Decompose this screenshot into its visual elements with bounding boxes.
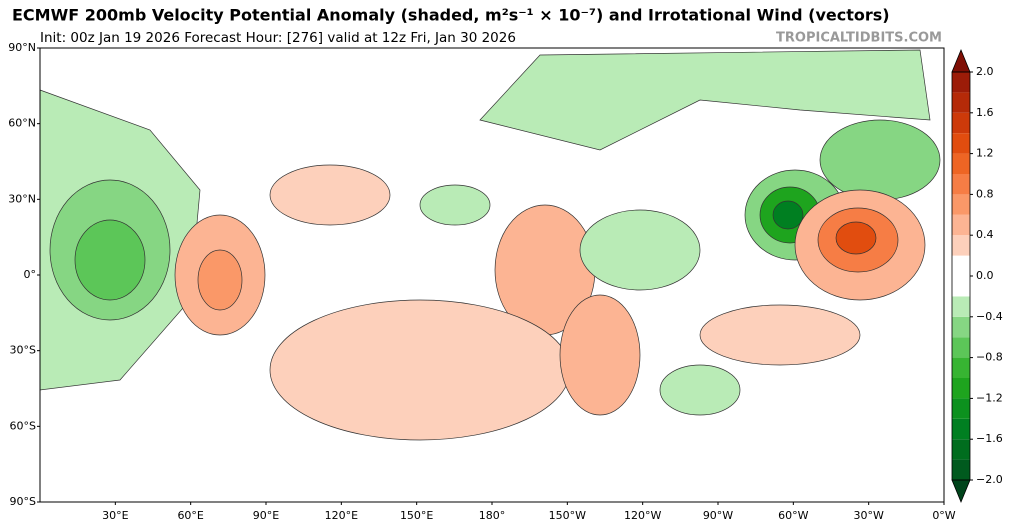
- axes: 90°N 60°N 30°N 0° 30°S 60°S 90°S 30°E 60°E 90°E 12…: [8, 41, 956, 522]
- lon-label: 90°E: [253, 509, 279, 522]
- colorbar-bin: [952, 337, 970, 358]
- colorbar-bin: [952, 92, 970, 113]
- colorbar-bin: [952, 112, 970, 134]
- lat-label: 90°S: [10, 495, 36, 508]
- lat-label: 30°N: [8, 192, 36, 205]
- colorbar-tick-label: −1.2: [976, 391, 1003, 404]
- lon-label: 150°E: [400, 509, 433, 522]
- lat-label: 0°: [24, 268, 37, 281]
- colorbar-extend-low: [951, 479, 971, 504]
- lat-label: 90°N: [8, 41, 36, 54]
- colorbar-bin: [952, 214, 970, 236]
- lon-label: 120°W: [624, 509, 661, 522]
- colorbar-bin: [952, 133, 970, 154]
- lat-label: 60°N: [8, 117, 36, 130]
- colorbar-bin: [952, 153, 970, 174]
- colorbar-bin: [952, 439, 970, 460]
- colorbar-bin: [952, 194, 970, 215]
- colorbar-tick-label: 1.2: [976, 147, 994, 160]
- colorbar-tick-label: 1.6: [976, 106, 994, 119]
- colorbar-bin: [952, 174, 970, 195]
- colorbar-bin: [952, 459, 970, 480]
- lon-label: 30°W: [853, 509, 883, 522]
- colorbar-tick-label: −2.0: [976, 473, 1003, 486]
- credit: TROPICALTIDBITS.COM: [776, 31, 942, 46]
- colorbar-bin: [952, 276, 970, 297]
- colorbar-tick-label: −0.4: [976, 310, 1003, 323]
- lon-label: 150°W: [549, 509, 586, 522]
- colorbar-tick-label: 0.8: [976, 187, 994, 200]
- colorbar-bin: [952, 398, 970, 419]
- anomaly-shading: [39, 49, 941, 441]
- colorbar-bin: [952, 72, 970, 93]
- colorbar-bin: [952, 255, 970, 276]
- colorbar-bin: [952, 235, 970, 256]
- colorbar-bin: [952, 316, 970, 338]
- lat-label: 60°S: [10, 419, 36, 432]
- colorbar: 2.0 1.6 1.2 0.8 0.4 0.0 −0.4 −0.8 −1.2 −1.6 −2.0: [951, 48, 1003, 504]
- title: ECMWF 200mb Velocity Potential Anomaly (…: [12, 6, 890, 25]
- colorbar-bin: [952, 357, 970, 378]
- lat-label: 30°S: [10, 344, 36, 357]
- map: [39, 47, 945, 503]
- lon-label: 60°W: [778, 509, 808, 522]
- colorbar-tick-label: 0.0: [976, 269, 994, 282]
- colorbar-tick-label: −1.6: [976, 432, 1003, 445]
- lon-label: 60°E: [177, 509, 203, 522]
- lon-label: 90°W: [703, 509, 733, 522]
- lon-label: 30°E: [102, 509, 128, 522]
- colorbar-bin: [952, 418, 970, 440]
- colorbar-tick-label: 0.4: [976, 228, 994, 241]
- colorbar-tick-label: −0.8: [976, 351, 1003, 364]
- colorbar-bin: [952, 296, 970, 317]
- lon-label: 120°E: [325, 509, 358, 522]
- lon-label: 180°: [479, 509, 506, 522]
- colorbar-bin: [952, 378, 970, 399]
- colorbar-extend-high: [951, 48, 971, 73]
- lon-label: 0°W: [932, 509, 955, 522]
- subtitle: Init: 00z Jan 19 2026 Forecast Hour: [27…: [40, 30, 516, 46]
- colorbar-tick-label: 2.0: [976, 65, 994, 78]
